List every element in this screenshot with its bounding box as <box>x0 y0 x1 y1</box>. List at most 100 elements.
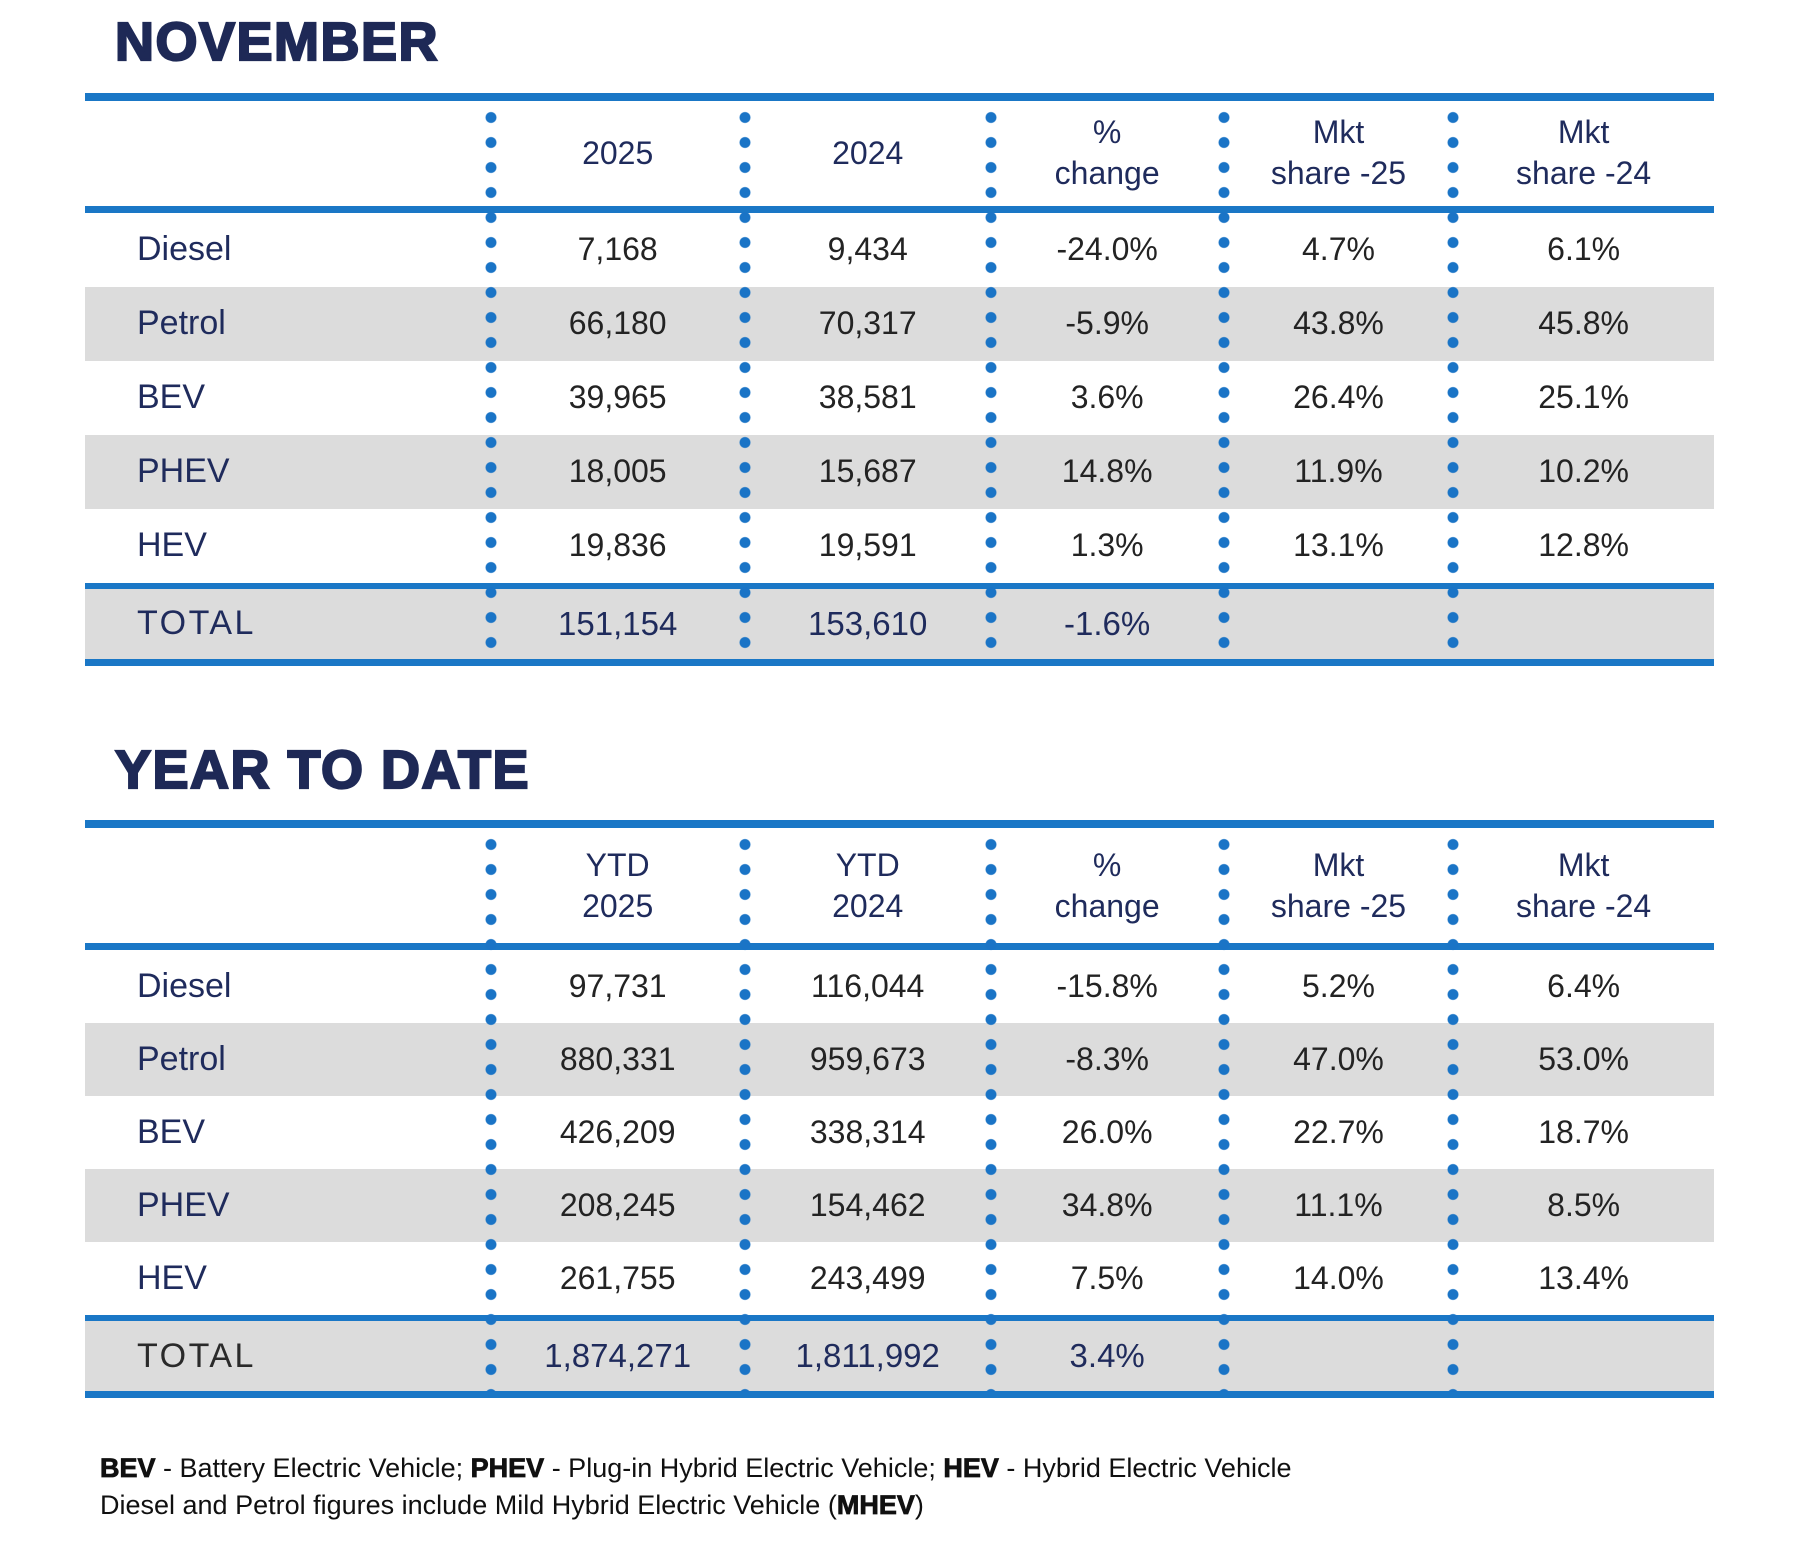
cell-pct-change: -5.9% <box>1065 305 1149 342</box>
cell-2024: 70,317 <box>818 305 917 342</box>
cell-ytd-2025: 208,245 <box>559 1187 676 1224</box>
footnote-abbr-hev: HEV <box>943 1453 999 1484</box>
content-column: NOVEMBER 2025 2024 % change <box>85 0 1714 1523</box>
table-row-phev: PHEV 18,005 15,687 14.8% 11.9% 10.2% <box>85 434 1714 509</box>
cell-pct-change: -1.6% <box>1064 604 1151 642</box>
cell-share-24: 13.4% <box>1538 1260 1629 1297</box>
footnote-line-2: Diesel and Petrol figures include Mild H… <box>100 1487 1714 1523</box>
november-table: 2025 2024 % change Mkt share -25 Mkt <box>85 92 1714 666</box>
table-row-hev: HEV 261,755 243,499 7.5% 14.0% 13.4% <box>85 1242 1714 1315</box>
cell-ytd-2024: 154,462 <box>809 1187 926 1224</box>
table-row-bev: BEV 426,209 338,314 26.0% 22.7% 18.7% <box>85 1096 1714 1169</box>
cell-pct-change: -24.0% <box>1056 231 1158 268</box>
row-label: BEV <box>137 378 206 417</box>
cell-2025: 66,180 <box>568 305 667 342</box>
cell-ytd-2024: 959,673 <box>809 1041 926 1078</box>
footnote-abbr-phev: PHEV <box>470 1453 545 1484</box>
cell-share-24: 18.7% <box>1538 1114 1629 1151</box>
cell-ytd-2024: 1,811,992 <box>795 1337 940 1375</box>
column-header-ytd-2024: YTD 2024 <box>832 846 904 924</box>
row-label: PHEV <box>137 1186 230 1225</box>
cell-2024: 9,434 <box>827 231 908 268</box>
cell-pct-change: 34.8% <box>1061 1187 1153 1224</box>
column-separator-dots <box>1447 830 1460 1393</box>
section-title-november: NOVEMBER <box>114 12 440 72</box>
column-header-mkt-share-24: Mkt share -24 <box>1516 114 1652 192</box>
column-separator-dots <box>984 830 997 1393</box>
cell-2024: 15,687 <box>818 453 917 490</box>
cell-ytd-2025: 261,755 <box>559 1260 676 1297</box>
column-separator-dots <box>738 830 751 1393</box>
footnote-text: - Plug-in Hybrid Electric Vehicle; <box>544 1453 944 1484</box>
ytd-header-row: YTD 2025 YTD 2024 % change Mkt share -25… <box>85 828 1714 943</box>
cell-2025: 7,168 <box>577 231 658 268</box>
cell-share-25: 4.7% <box>1302 231 1375 268</box>
cell-ytd-2025: 426,209 <box>559 1114 676 1151</box>
footnote-text: ) <box>914 1489 924 1520</box>
table-row-total: TOTAL 1,874,271 1,811,992 3.4% <box>85 1321 1714 1392</box>
cell-share-25: 47.0% <box>1293 1041 1384 1078</box>
row-label: HEV <box>137 526 207 565</box>
footnote-text: - Battery Electric Vehicle; <box>155 1453 471 1484</box>
divider-line <box>85 658 1714 666</box>
cell-pct-change: 14.8% <box>1061 453 1153 490</box>
cell-ytd-2024: 116,044 <box>811 968 925 1005</box>
table-row-phev: PHEV 208,245 154,462 34.8% 11.1% 8.5% <box>85 1169 1714 1243</box>
cell-2025: 19,836 <box>568 527 667 564</box>
cell-pct-change: -15.8% <box>1056 968 1158 1005</box>
row-label: BEV <box>137 1113 206 1152</box>
table-row-petrol: Petrol 880,331 959,673 -8.3% 47.0% 53.0% <box>85 1023 1714 1097</box>
cell-pct-change: 7.5% <box>1070 1260 1144 1297</box>
cell-share-25: 13.1% <box>1293 527 1384 564</box>
cell-share-24: 10.2% <box>1538 453 1629 490</box>
column-header-mkt-share-25: Mkt share -25 <box>1270 846 1407 924</box>
column-separator-dots <box>984 102 997 660</box>
row-label: Petrol <box>137 1040 226 1079</box>
cell-ytd-2024: 243,499 <box>809 1260 926 1297</box>
table-row-hev: HEV 19,836 19,591 1.3% 13.1% 12.8% <box>85 509 1714 583</box>
footnote: BEV - Battery Electric Vehicle; PHEV - P… <box>100 1450 1714 1523</box>
column-header-mkt-share-25: Mkt share -25 <box>1270 114 1407 192</box>
table-row-total: TOTAL 151,154 153,610 -1.6% <box>85 588 1714 659</box>
footnote-text: - Hybrid Electric Vehicle <box>998 1453 1292 1484</box>
column-header-pct-change: % change <box>1054 846 1160 924</box>
cell-share-24: 6.1% <box>1547 231 1621 268</box>
november-header-row: 2025 2024 % change Mkt share -25 Mkt <box>85 101 1714 206</box>
table-row-bev: BEV 39,965 38,581 3.6% 26.4% 25.1% <box>85 361 1714 435</box>
cell-pct-change: 3.6% <box>1070 379 1144 416</box>
divider-line <box>85 92 1714 101</box>
table-row-diesel: Diesel 7,168 9,434 -24.0% 4.7% 6.1% <box>85 213 1714 287</box>
year-to-date-table: YTD 2025 YTD 2024 % change Mkt share -25… <box>85 820 1714 1399</box>
column-separator-dots <box>484 102 497 660</box>
row-label: PHEV <box>137 452 230 491</box>
column-header-2024: 2024 <box>832 134 904 171</box>
row-label: Diesel <box>137 967 232 1006</box>
column-header-2025: 2025 <box>582 134 654 171</box>
footnote-abbr-bev: BEV <box>100 1453 156 1484</box>
cell-share-25: 14.0% <box>1293 1260 1384 1297</box>
cell-pct-change: 1.3% <box>1070 527 1144 564</box>
footnote-line-1: BEV - Battery Electric Vehicle; PHEV - P… <box>100 1450 1714 1486</box>
divider-line <box>85 1391 1714 1399</box>
row-label: TOTAL <box>137 604 256 643</box>
cell-share-24: 53.0% <box>1538 1041 1629 1078</box>
footnote-text: Diesel and Petrol figures include Mild H… <box>100 1489 837 1520</box>
divider-line <box>85 205 1714 213</box>
cell-share-25: 11.9% <box>1294 453 1383 490</box>
divider-line <box>85 943 1714 951</box>
divider-line <box>85 820 1714 829</box>
cell-2025: 18,005 <box>568 453 667 490</box>
cell-2024: 38,581 <box>818 379 917 416</box>
column-separator-dots <box>484 830 497 1393</box>
cell-share-25: 11.1% <box>1294 1187 1383 1224</box>
cell-share-24: 12.8% <box>1538 527 1629 564</box>
cell-share-24: 6.4% <box>1547 968 1621 1005</box>
column-separator-dots <box>1447 102 1460 660</box>
cell-ytd-2025: 1,874,271 <box>544 1337 692 1375</box>
footnote-abbr-mhev: MHEV <box>836 1489 915 1520</box>
cell-2024: 19,591 <box>818 527 917 564</box>
column-separator-dots <box>738 102 751 660</box>
table-row-petrol: Petrol 66,180 70,317 -5.9% 43.8% 45.8% <box>85 286 1714 361</box>
cell-pct-change: 26.0% <box>1061 1114 1153 1151</box>
